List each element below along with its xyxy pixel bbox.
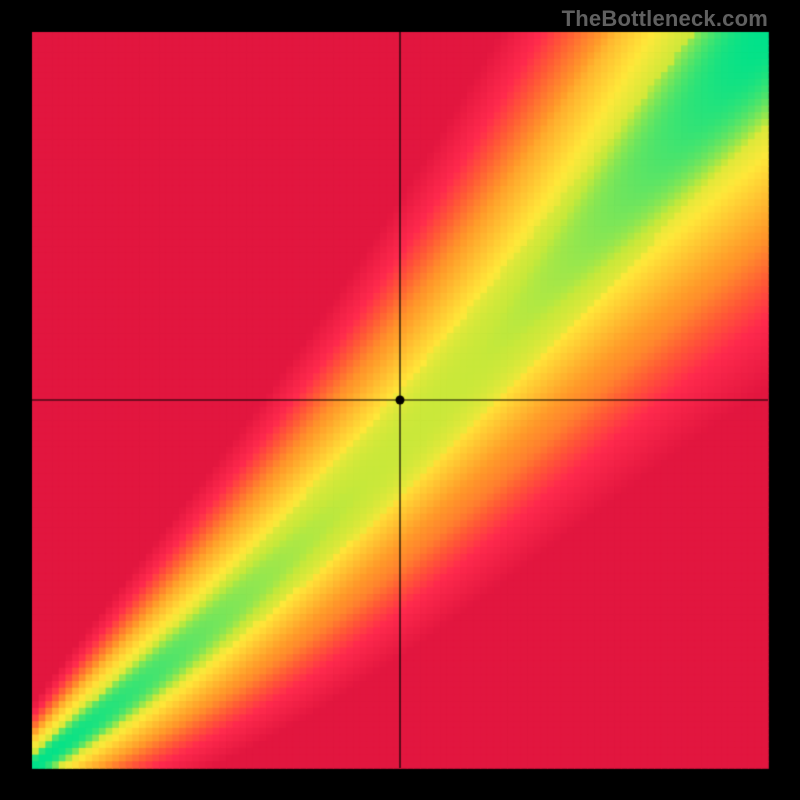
source-watermark: TheBottleneck.com [562, 6, 768, 32]
bottleneck-heatmap [0, 0, 800, 800]
